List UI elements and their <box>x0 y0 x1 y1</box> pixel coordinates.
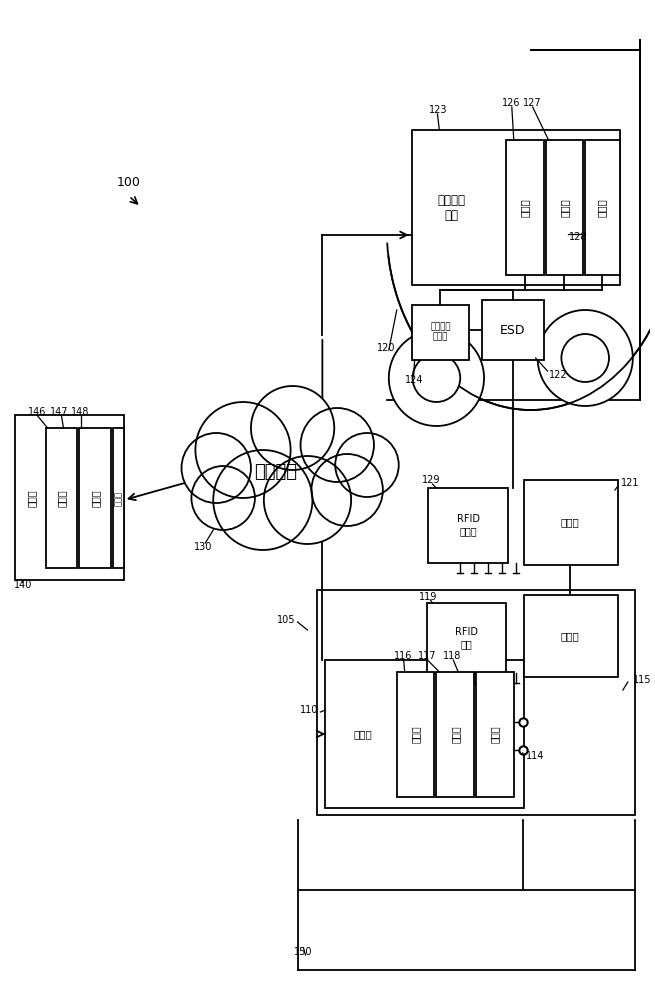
Text: 收发器: 收发器 <box>450 725 460 743</box>
Text: 仪表器量
读取器: 仪表器量 读取器 <box>430 322 451 342</box>
Text: 150: 150 <box>293 947 312 957</box>
Circle shape <box>195 402 291 498</box>
Bar <box>436 672 474 797</box>
Text: 控制器: 控制器 <box>490 725 500 743</box>
Bar <box>524 480 618 565</box>
Text: 129: 129 <box>422 475 440 485</box>
Text: 123: 123 <box>428 105 447 115</box>
Bar <box>506 140 544 275</box>
Bar <box>428 488 508 563</box>
Bar <box>411 305 469 360</box>
Text: 连接器: 连接器 <box>561 631 580 641</box>
Circle shape <box>264 456 351 544</box>
Text: 充电管理
系统: 充电管理 系统 <box>438 194 465 222</box>
Text: 控制器: 控制器 <box>113 490 122 506</box>
Text: 通信网络: 通信网络 <box>254 463 297 481</box>
Circle shape <box>561 334 609 382</box>
Bar <box>585 140 620 275</box>
Text: 110: 110 <box>300 705 318 715</box>
Bar <box>476 672 514 797</box>
Text: 收发器: 收发器 <box>90 489 100 507</box>
Text: 118: 118 <box>443 651 462 661</box>
Text: 148: 148 <box>71 407 90 417</box>
Text: 充电站: 充电站 <box>354 729 373 739</box>
Text: 105: 105 <box>277 615 295 625</box>
Text: 126: 126 <box>502 98 520 108</box>
Text: 115: 115 <box>633 675 651 685</box>
Text: 调解器: 调解器 <box>27 489 37 507</box>
Text: 收发器: 收发器 <box>559 199 569 217</box>
Circle shape <box>311 454 383 526</box>
Text: 存储器: 存储器 <box>519 199 530 217</box>
Text: 存储器: 存储器 <box>411 725 421 743</box>
Circle shape <box>251 386 334 470</box>
Bar <box>411 130 620 285</box>
Bar <box>79 428 111 568</box>
Text: 100: 100 <box>117 176 141 190</box>
Text: RFID
读取器: RFID 读取器 <box>457 514 479 536</box>
Text: 140: 140 <box>14 580 32 590</box>
Text: 124: 124 <box>405 375 423 385</box>
Circle shape <box>389 330 484 426</box>
Text: 128: 128 <box>569 232 588 242</box>
Bar <box>318 590 635 815</box>
Bar <box>524 595 618 677</box>
Text: 122: 122 <box>548 370 567 380</box>
Text: 146: 146 <box>28 407 46 417</box>
Text: RFID
标签: RFID 标签 <box>455 627 477 649</box>
Text: 119: 119 <box>419 592 437 602</box>
Text: 116: 116 <box>394 651 412 661</box>
Bar <box>212 445 375 523</box>
Text: 120: 120 <box>377 343 396 353</box>
Bar <box>426 603 506 673</box>
Bar <box>546 140 583 275</box>
Text: 127: 127 <box>523 98 541 108</box>
Bar <box>397 672 434 797</box>
Bar <box>326 660 524 808</box>
Bar <box>387 40 640 400</box>
Text: 114: 114 <box>526 751 544 761</box>
Text: 117: 117 <box>418 651 436 661</box>
Bar <box>113 428 124 568</box>
Text: 连接器: 连接器 <box>561 517 580 527</box>
Text: 130: 130 <box>195 542 213 552</box>
Bar <box>46 428 77 568</box>
Circle shape <box>191 466 255 530</box>
Bar <box>482 300 544 360</box>
Text: 147: 147 <box>50 407 68 417</box>
Circle shape <box>301 408 374 482</box>
Circle shape <box>413 354 460 402</box>
Text: 存储器: 存储器 <box>56 489 67 507</box>
Text: 121: 121 <box>621 478 639 488</box>
Bar <box>15 415 124 580</box>
Circle shape <box>335 433 399 497</box>
Circle shape <box>538 310 633 406</box>
Circle shape <box>181 433 251 503</box>
Circle shape <box>214 450 312 550</box>
Text: ESD: ESD <box>500 324 525 336</box>
Text: 控制器: 控制器 <box>597 199 607 217</box>
